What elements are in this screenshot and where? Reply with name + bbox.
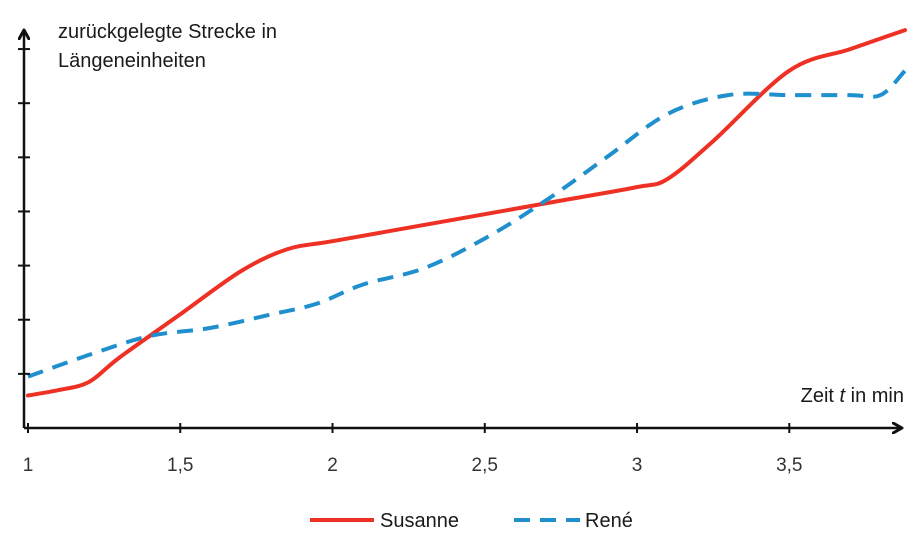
- x-tick-label: 3,5: [776, 455, 802, 476]
- x-tick-label: 1,5: [167, 455, 193, 476]
- legend: Susanne René: [310, 510, 633, 532]
- series-line-2: [27, 69, 907, 379]
- series-layer: [26, 28, 907, 398]
- x-axis-label-suffix: in min: [845, 385, 904, 407]
- legend-label-2: René: [585, 510, 633, 532]
- x-ticks: 1 1,5 2 2,5 3 3,5: [23, 423, 802, 476]
- x-axis-label: Zeit t in min: [801, 385, 904, 407]
- x-tick-label: 1: [23, 455, 34, 476]
- x-axis-label-prefix: Zeit: [801, 385, 840, 407]
- legend-label-1: Susanne: [380, 510, 459, 532]
- x-axis-label-variable: t: [840, 385, 847, 407]
- y-axis-label-line2: Längeneinheiten: [58, 50, 206, 72]
- y-ticks: [18, 48, 30, 375]
- x-tick-label: 3: [632, 455, 643, 476]
- x-tick-label: 2: [327, 455, 338, 476]
- series-line-1: [26, 28, 907, 398]
- x-tick-label: 2,5: [472, 455, 498, 476]
- y-axis-label-line1: zurückgelegte Strecke in: [58, 21, 277, 43]
